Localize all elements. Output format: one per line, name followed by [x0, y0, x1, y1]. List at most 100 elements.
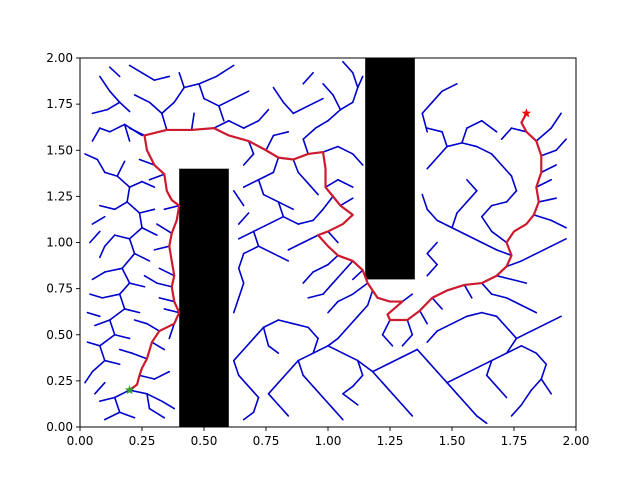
tree-edge: [242, 119, 260, 129]
tree-edge: [232, 348, 245, 362]
tree-edge: [116, 175, 131, 188]
tree-edge: [351, 282, 369, 295]
tree-edge: [461, 367, 478, 377]
tree-edge: [104, 411, 121, 421]
tree-edge: [495, 315, 508, 329]
tree-edge: [302, 127, 317, 140]
tree-edge: [302, 374, 314, 388]
tree-edge: [505, 345, 523, 355]
tree-edge: [297, 352, 314, 362]
tree-edge: [297, 359, 305, 377]
tree-edge: [505, 190, 518, 203]
tree-edge: [475, 415, 488, 425]
y-axis-ticks: 0.00 0.25 0.50 0.75 1.00 1.25 1.50 1.75 2.00: [46, 51, 80, 434]
tree-edge: [337, 326, 349, 340]
tree-edge: [86, 311, 101, 318]
tree-edge: [466, 234, 483, 244]
obstacles: [179, 58, 415, 427]
tree-edge: [252, 326, 265, 340]
tree-edge: [113, 201, 128, 211]
tree-edge: [480, 215, 493, 233]
tree-edge: [242, 337, 255, 351]
tree-edge: [121, 267, 131, 284]
tree-edge: [267, 345, 280, 355]
tree-edge: [153, 75, 171, 81]
tree-edge: [342, 60, 354, 74]
tree-edge: [237, 282, 245, 299]
tree-edge: [108, 319, 116, 336]
tree-edge: [247, 140, 255, 155]
tree-edge: [366, 289, 374, 307]
tree-edge: [461, 127, 468, 144]
tree-edge: [190, 112, 195, 131]
tree-edge: [356, 359, 364, 377]
tree-edge: [461, 142, 478, 148]
tree-edge: [451, 315, 468, 325]
tree-edge: [339, 101, 354, 111]
tree-edge: [215, 64, 235, 78]
tree-edge: [91, 215, 106, 225]
tree-edge: [128, 389, 148, 395]
tree-edge: [490, 352, 508, 362]
x-tick-label: 0.00: [67, 434, 94, 448]
tree-edge: [537, 197, 557, 203]
tree-edge: [426, 252, 438, 266]
tree-edge: [96, 158, 106, 174]
tree-edge: [431, 90, 443, 104]
tree-edge: [108, 123, 126, 133]
tree-edges: [84, 60, 567, 425]
tree-edge: [183, 83, 200, 89]
y-tick-label: 0.00: [46, 420, 73, 434]
tree-edge: [505, 297, 523, 307]
tree-edge: [131, 352, 148, 360]
tree-edge: [252, 230, 260, 247]
x-axis-ticks: 0.00 0.25 0.50 0.75 1.00 1.25 1.50 1.75 2.00: [67, 427, 589, 448]
tree-edge: [297, 219, 314, 225]
tree-edge: [416, 348, 429, 362]
tree-edge: [441, 83, 458, 93]
tree-edge: [426, 127, 443, 133]
tree-edge: [272, 86, 285, 104]
tree-edge: [277, 201, 285, 218]
tree-edge: [252, 396, 260, 414]
tree-edge: [540, 164, 557, 174]
tree-edge: [426, 156, 438, 170]
tree-edge: [356, 75, 364, 89]
tree-edge: [156, 282, 173, 288]
tree-edge: [148, 173, 166, 181]
tree-edge: [113, 234, 131, 240]
tree-edge: [242, 245, 260, 255]
tree-edge: [337, 178, 354, 188]
tree-edge: [163, 204, 180, 211]
tree-edge: [520, 304, 538, 314]
tree-edge: [490, 153, 503, 166]
tree-edge: [485, 374, 498, 388]
tree-edge: [533, 214, 553, 222]
tree-edge: [99, 75, 111, 93]
tree-edge: [237, 212, 250, 225]
tree-edge: [99, 396, 116, 402]
tree-edge: [347, 315, 359, 329]
tree-edge: [262, 319, 280, 329]
tree-edge: [89, 230, 101, 244]
tree-edge: [351, 71, 359, 89]
tree-edge: [257, 171, 275, 181]
tree-edge: [277, 404, 290, 417]
tree-edge: [218, 105, 225, 122]
y-tick-label: 0.25: [46, 374, 73, 388]
tree-edge: [505, 260, 523, 268]
tree-edge: [322, 83, 334, 96]
y-tick-label: 0.50: [46, 328, 73, 342]
tree-edge: [550, 112, 562, 129]
tree-edge: [138, 158, 156, 166]
tree-edge: [242, 178, 260, 188]
tree-edge: [446, 381, 458, 395]
tree-edge: [441, 131, 448, 148]
x-tick-label: 1.25: [377, 434, 404, 448]
tree-edge: [128, 180, 143, 188]
tree-edge: [466, 404, 478, 417]
tree-edge: [436, 322, 453, 332]
tree-edge: [128, 282, 146, 288]
tree-edge: [475, 145, 493, 155]
